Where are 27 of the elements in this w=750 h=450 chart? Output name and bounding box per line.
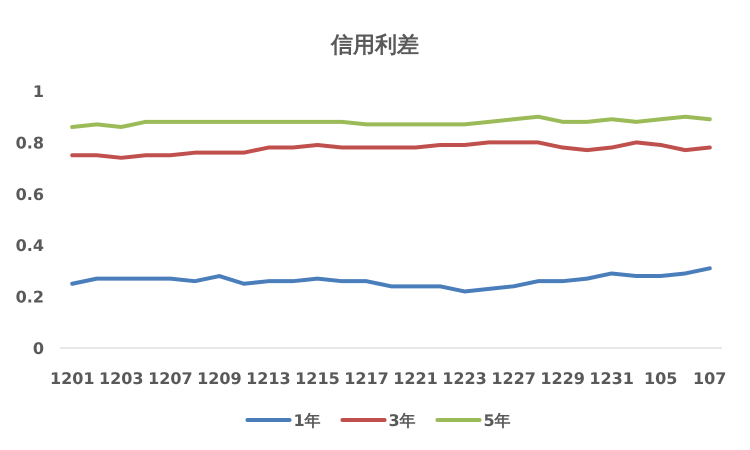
line-series	[70, 140, 712, 160]
x-tick-label: 1227	[491, 369, 536, 388]
x-tick-label: 1217	[344, 369, 389, 388]
x-tick-label: 1221	[393, 369, 438, 388]
x-tick-label: 1213	[246, 369, 291, 388]
x-tick-label: 1203	[99, 369, 144, 388]
x-tick-label: 1231	[589, 369, 634, 388]
x-tick-label: 1207	[148, 369, 193, 388]
y-tick-label: 0.4	[16, 236, 44, 256]
y-tick-label: 0.2	[16, 288, 44, 307]
x-tick-label: 107	[693, 369, 726, 388]
y-tick-label: 0.8	[16, 133, 44, 152]
legend-label: 1年	[294, 411, 321, 430]
y-tick-label: 0	[32, 339, 44, 358]
y-tick-label: 1	[32, 82, 44, 101]
legend-label: 3年	[388, 411, 416, 430]
x-tick-label: 105	[644, 369, 678, 388]
line-series	[70, 114, 712, 129]
x-tick-label: 1223	[442, 369, 487, 388]
x-tick-label: 1229	[540, 369, 585, 388]
x-tick-label: 1201	[50, 369, 95, 388]
x-tick-label: 1215	[295, 369, 340, 388]
line-series	[70, 266, 712, 294]
y-tick-label: 0.6	[16, 184, 44, 204]
x-tick-label: 1209	[197, 369, 242, 388]
chart-title: 信用利差	[330, 33, 419, 58]
legend-label: 5年	[484, 411, 511, 430]
